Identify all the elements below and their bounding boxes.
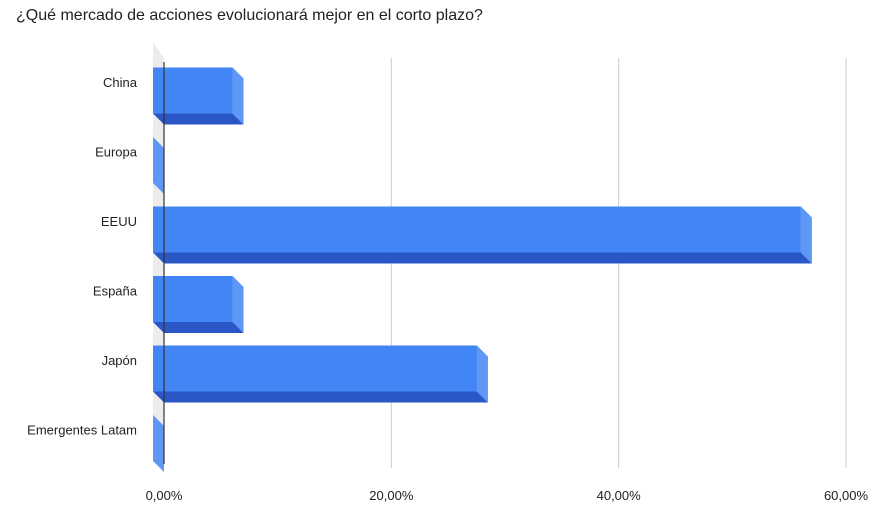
bar-emergentes-latam — [153, 415, 164, 472]
bar-bottom-face — [153, 252, 812, 264]
bar-side-face — [153, 137, 164, 194]
bar-front-face — [153, 67, 233, 114]
bar-españa — [153, 276, 244, 333]
bar-side-face — [476, 345, 488, 403]
x-tick-label: 60,00% — [824, 488, 869, 503]
bar-japón — [153, 345, 488, 403]
bar-bottom-face — [153, 391, 488, 403]
y-category-label: EEUU — [101, 214, 137, 229]
x-tick-label: 40,00% — [597, 488, 642, 503]
bar-side-face — [232, 276, 244, 333]
y-category-label: Emergentes Latam — [27, 423, 137, 438]
bar-side-face — [153, 415, 164, 472]
bar-bottom-face — [153, 113, 244, 125]
y-category-label: Europa — [95, 145, 138, 160]
bar-front-face — [153, 276, 233, 322]
y-category-label: China — [103, 75, 138, 90]
bar-front-face — [153, 345, 477, 392]
chart-title: ¿Qué mercado de acciones evolucionará me… — [16, 7, 483, 24]
bar-china — [153, 67, 244, 125]
bar-side-face — [800, 206, 812, 264]
x-tick-label: 0,00% — [146, 488, 183, 503]
y-category-label: España — [93, 284, 138, 299]
bar-europa — [153, 137, 164, 194]
bar-front-face — [153, 206, 801, 253]
bar-side-face — [232, 67, 244, 125]
bar-eeuu — [153, 206, 812, 264]
y-category-label: Japón — [102, 353, 137, 368]
bar-bottom-face — [153, 322, 244, 333]
x-tick-label: 20,00% — [369, 488, 414, 503]
